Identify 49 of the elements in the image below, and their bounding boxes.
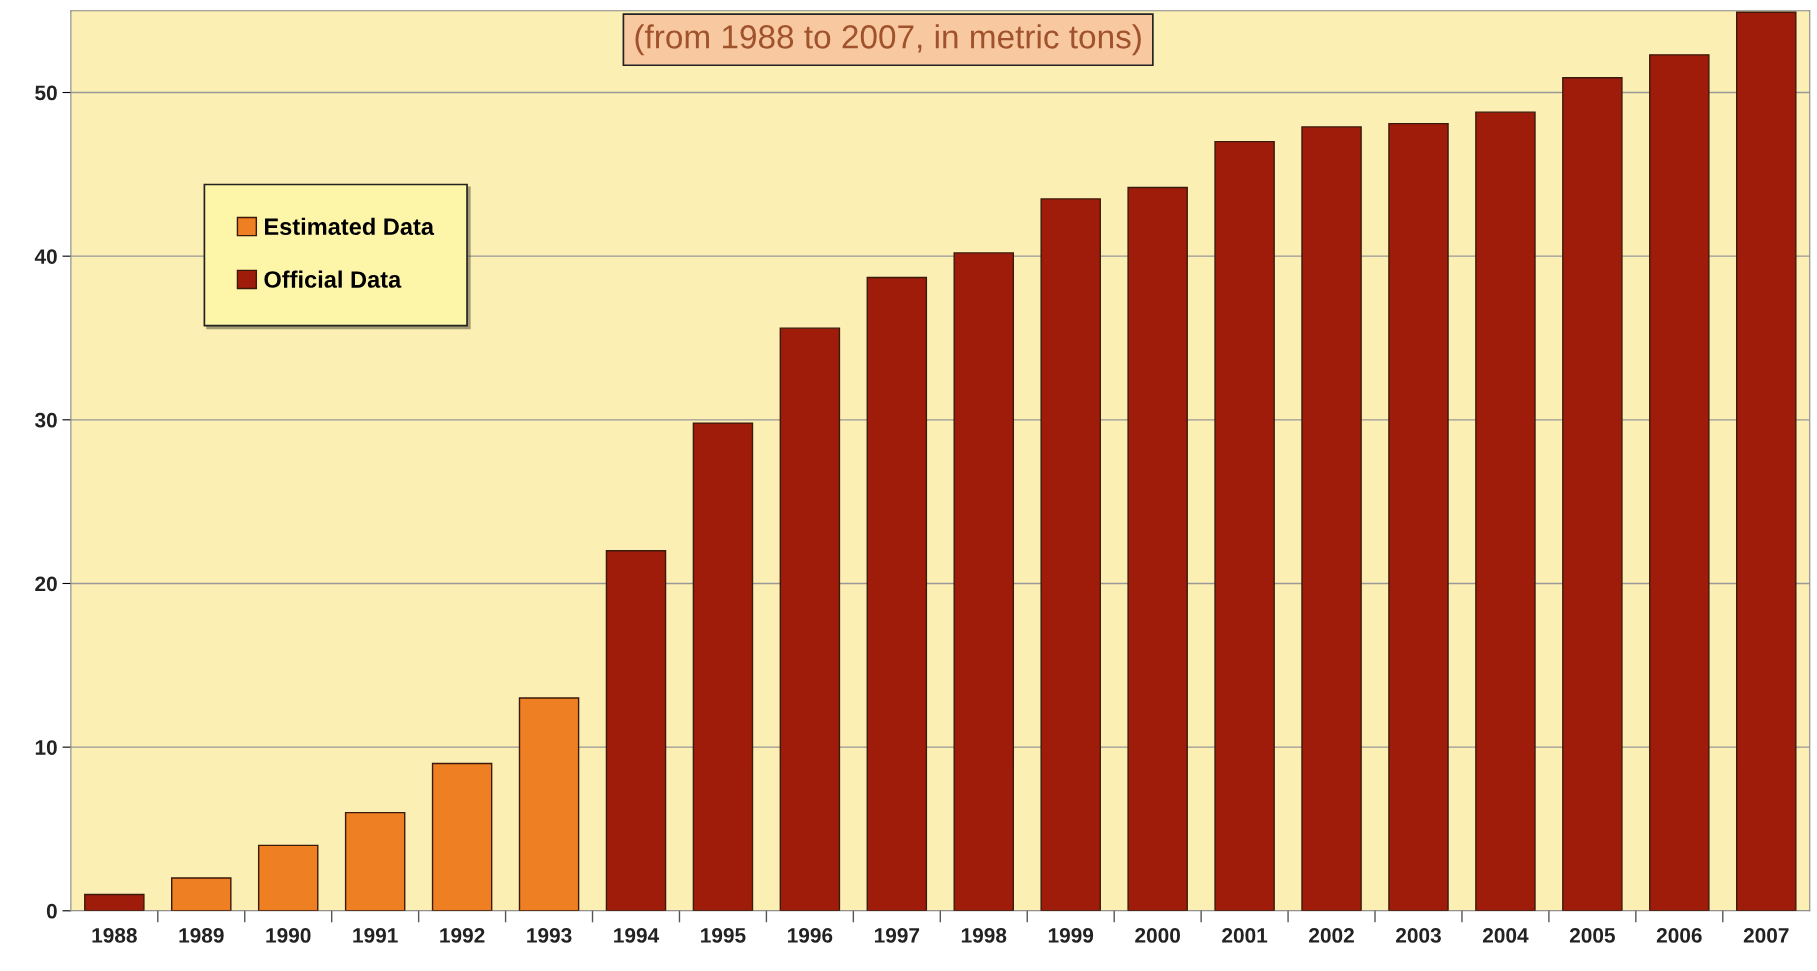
x-tick-label: 1995 — [701, 928, 746, 943]
x-tick-label: 1988 — [92, 928, 137, 943]
x-tick-label: 2002 — [1309, 928, 1354, 943]
x-tick-label: 1989 — [179, 928, 224, 943]
bar — [1040, 198, 1101, 911]
x-tick-label: 2006 — [1656, 928, 1702, 943]
bar — [692, 422, 754, 911]
x-tick-label: 2001 — [1222, 928, 1268, 943]
x-tick-label: 1991 — [353, 928, 398, 943]
bar — [171, 877, 232, 911]
x-tick-label: 1997 — [874, 928, 920, 943]
bar — [84, 893, 145, 911]
x-tick-label: 1992 — [440, 928, 485, 943]
bar — [1388, 122, 1449, 911]
bar — [1475, 111, 1536, 911]
bar — [1562, 77, 1623, 911]
x-tick-label: 2000 — [1135, 928, 1180, 943]
bar — [1736, 11, 1797, 911]
bar — [431, 762, 493, 911]
bar — [1214, 140, 1275, 911]
y-tick-label: 20 — [35, 576, 57, 592]
x-tick-label: 1999 — [1048, 928, 1094, 943]
x-tick-label: 1993 — [527, 928, 572, 943]
y-tick-label: 10 — [35, 740, 57, 755]
chart-subtitle: (from 1988 to 2007, in metric tons) — [635, 24, 1141, 56]
bar — [953, 252, 1015, 911]
legend-label: Estimated Data — [265, 217, 435, 236]
y-tick-label: 50 — [35, 85, 57, 101]
x-tick-label: 1990 — [266, 928, 311, 943]
y-tick-label: 30 — [34, 412, 57, 428]
bar — [779, 327, 841, 911]
bar — [1301, 126, 1362, 911]
x-tick-label: 1994 — [614, 928, 660, 943]
legend-label: Official Data — [264, 270, 402, 288]
x-tick-label: 1998 — [961, 928, 1007, 943]
y-tick-label: 40 — [34, 249, 57, 264]
bar — [1127, 186, 1188, 911]
y-tick-label: 0 — [46, 903, 57, 919]
bar — [344, 811, 406, 911]
bar — [605, 550, 667, 911]
x-tick-label: 2003 — [1396, 928, 1441, 943]
bar — [1649, 54, 1710, 911]
bar — [257, 844, 319, 911]
bar — [518, 697, 580, 911]
x-tick-label: 2004 — [1482, 928, 1529, 943]
x-tick-label: 1996 — [788, 928, 833, 943]
x-tick-label: 2005 — [1569, 928, 1615, 943]
x-tick-label: 2007 — [1743, 928, 1789, 943]
bar — [866, 276, 928, 911]
